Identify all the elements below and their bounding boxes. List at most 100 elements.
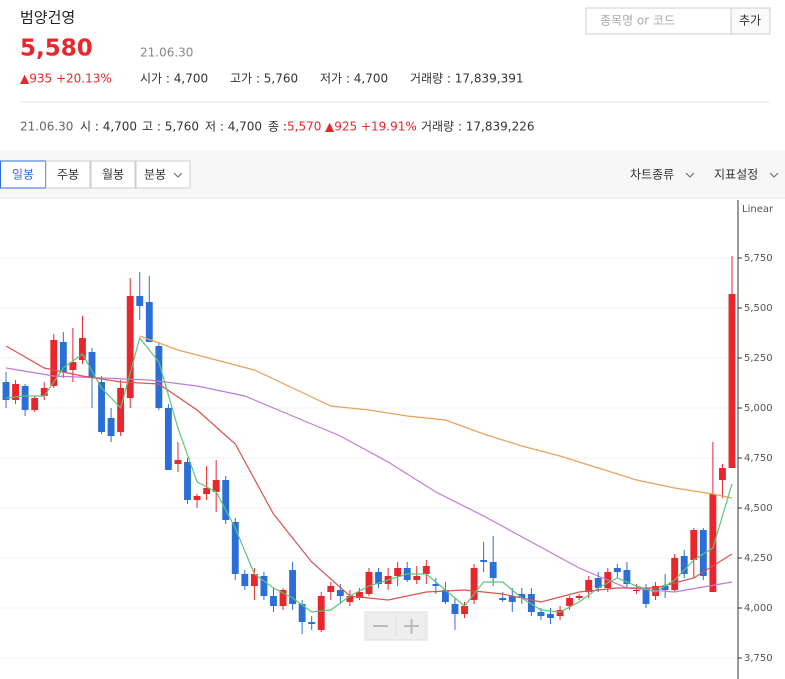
stock-name: 범양건영 (20, 9, 75, 27)
candle-body (260, 576, 268, 596)
tab-active[interactable] (0, 160, 46, 189)
detail-volume: 거래량 : 17,839,226 (421, 120, 535, 134)
candle-body (336, 590, 344, 596)
moving-average (139, 335, 733, 499)
candle-body (461, 606, 468, 614)
candle-body (21, 386, 29, 410)
candle-body (661, 586, 669, 590)
moving-average (5, 367, 733, 593)
moving-average (5, 345, 733, 603)
chevron (769, 172, 779, 178)
search-box[interactable] (585, 7, 732, 35)
candle-body (690, 530, 698, 560)
tab-label: 분봉 (144, 168, 166, 182)
stat: 시가 : 4,700 (140, 72, 208, 86)
candle-body (489, 562, 497, 578)
tab-label: 월봉 (102, 168, 124, 182)
candle-body (12, 384, 20, 400)
candle-body (250, 574, 258, 586)
candle-body (633, 590, 640, 591)
candle-body (164, 408, 172, 470)
candle-body (432, 584, 440, 586)
candle-body (298, 604, 306, 622)
candle-body (31, 398, 39, 410)
candle-body (308, 622, 316, 624)
detail-change: ▲925 +19.91% (325, 120, 417, 134)
detail-item: 고 : 5,760 (142, 120, 199, 134)
menu-label[interactable]: 지표설정 (714, 168, 758, 182)
candle-body (98, 382, 105, 432)
candle-body (375, 572, 382, 584)
candle-body (709, 494, 717, 592)
candle-body (317, 596, 325, 630)
candle-body (470, 568, 478, 600)
price-date: 21.06.30 (140, 46, 193, 60)
candle-body (451, 604, 459, 614)
y-tick-label: 4,250 (744, 553, 773, 564)
candle-body (193, 496, 201, 500)
candle-body (394, 568, 402, 576)
scale-label: Linear (742, 204, 774, 215)
candle-body (575, 596, 583, 598)
candle-body (241, 574, 249, 586)
zoom-control (364, 611, 428, 641)
candle-body (413, 576, 421, 580)
candle-body (78, 338, 86, 360)
candle-body (728, 294, 736, 468)
candle-body (613, 568, 621, 572)
stat: 고가 : 5,760 (230, 72, 298, 86)
detail-item: 종 : (268, 120, 287, 134)
tab[interactable] (90, 160, 136, 189)
candle-body (623, 570, 631, 584)
current-price: 5,580 (20, 36, 93, 62)
candle-body (594, 578, 602, 588)
candle-body (346, 596, 354, 602)
candle-body (88, 352, 96, 378)
chevron (685, 172, 695, 178)
candle-body (184, 462, 191, 500)
candle-body (499, 598, 507, 600)
candle-body (231, 522, 239, 574)
moving-average (5, 336, 733, 613)
candle-body (69, 362, 77, 370)
candle-body (718, 468, 726, 480)
y-tick-label: 3,750 (744, 653, 773, 664)
candle-body (547, 614, 554, 618)
price-change: ▲935 +20.13% (20, 72, 112, 86)
candle-body (59, 342, 67, 372)
candle-body (145, 302, 153, 342)
candle-body (680, 556, 688, 574)
menu-label[interactable]: 차트종류 (630, 168, 674, 182)
y-tick-label: 4,500 (744, 503, 773, 514)
candle-body (642, 588, 650, 604)
candle-body (537, 612, 545, 616)
candle-body (327, 586, 335, 592)
y-tick-label: 5,000 (744, 403, 773, 414)
add-button-label: 추가 (739, 14, 761, 28)
candle-body (40, 388, 48, 396)
detail-date: 21.06.30 (20, 120, 73, 134)
candle-body (585, 580, 593, 592)
candle-body (527, 594, 535, 612)
search-placeholder: 종목명 or 코드 (600, 14, 675, 28)
candle-body (289, 570, 297, 604)
candle-body (279, 590, 287, 606)
candle-body (117, 388, 125, 432)
add-button[interactable] (730, 7, 771, 35)
tab-label: 주봉 (57, 168, 79, 182)
tab[interactable] (45, 160, 91, 189)
candle-body (270, 596, 277, 606)
y-tick-label: 4,000 (744, 603, 773, 614)
y-tick-label: 4,750 (744, 453, 773, 464)
detail-close: 5,570 (287, 120, 321, 134)
candle-body (365, 572, 373, 594)
candle-body (126, 296, 134, 398)
candle-body (480, 560, 488, 562)
candle-body (174, 460, 182, 464)
candle-body (212, 480, 220, 492)
candle-body (671, 558, 679, 590)
candle-body (699, 530, 707, 576)
candle-body (50, 340, 58, 386)
candle-body (441, 590, 449, 602)
